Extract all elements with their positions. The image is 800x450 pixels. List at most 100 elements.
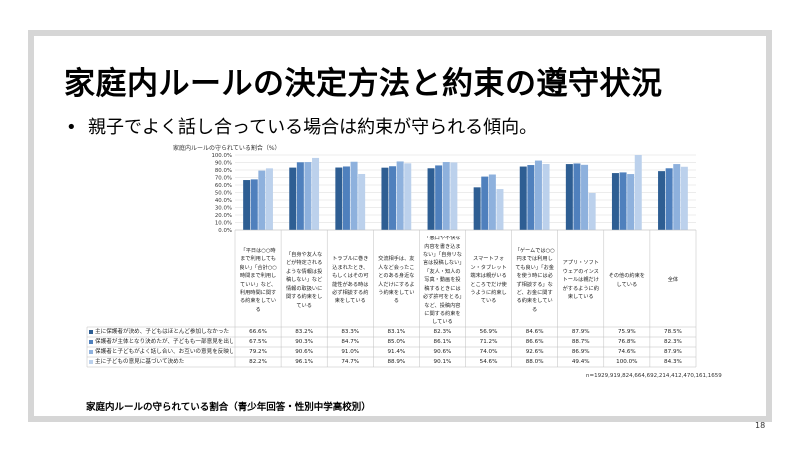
data-label: 92.6% — [525, 348, 544, 355]
bar — [619, 172, 627, 230]
legend-swatch — [89, 360, 93, 364]
bar — [289, 167, 297, 230]
category-label: 「悪口や不快な内容を書き込まない」「自身リな言は投稿しない」「友人・知人の写真・… — [422, 236, 462, 325]
category-label: 交流相手は、友人など会ったことのある身近な人だけにするよう約束をしている — [378, 256, 415, 305]
data-label: 83.3% — [341, 328, 360, 335]
bar — [396, 161, 404, 230]
y-tick-label: 80.0% — [215, 168, 232, 174]
page-number: 18 — [755, 421, 766, 430]
data-label: 76.8% — [617, 338, 636, 345]
y-tick-label: 90.0% — [215, 161, 232, 167]
data-label: 78.5% — [664, 328, 682, 335]
bar — [442, 162, 450, 230]
category-label: アプリ・ソフトウェアのインストールは親だけがするように約束している — [562, 260, 599, 301]
data-label: 71.2% — [479, 338, 498, 345]
data-label: 90.3% — [295, 338, 314, 345]
data-label: 49.4% — [571, 358, 590, 365]
bar — [404, 163, 412, 230]
bar — [634, 155, 642, 230]
data-label: 96.1% — [295, 358, 314, 365]
data-label: 74.0% — [479, 348, 498, 355]
bar — [389, 166, 397, 230]
bar — [496, 189, 504, 230]
data-label: 86.6% — [525, 338, 544, 345]
y-tick-label: 70.0% — [215, 176, 232, 182]
bar — [542, 164, 550, 230]
data-label: 74.6% — [617, 348, 636, 355]
category-label: 全体 — [667, 277, 679, 284]
bullet-dot-icon: • — [66, 117, 77, 138]
bar — [296, 162, 304, 230]
data-label: 100.0% — [616, 358, 638, 365]
bar — [335, 167, 343, 230]
sample-size-note: n=1929,919,824,664,692,214,412,470,161,1… — [586, 373, 722, 379]
chart-title: 家庭内ルールの守られている割合（%） — [173, 145, 281, 152]
data-label: 86.9% — [571, 348, 590, 355]
data-label: 84.7% — [341, 338, 360, 345]
data-label: 82.3% — [664, 338, 682, 345]
legend-entry: 保護者と子どもがよく話し合い、お互いの意見を反映して決めた — [95, 348, 233, 355]
bar — [581, 164, 589, 230]
bar — [243, 180, 251, 230]
bar — [258, 170, 266, 230]
y-tick-label: 10.0% — [215, 221, 232, 227]
data-label: 91.4% — [387, 348, 406, 355]
bar — [350, 161, 358, 230]
bar — [304, 162, 312, 230]
data-label: 83.1% — [387, 328, 406, 335]
bar — [673, 164, 681, 230]
bar — [588, 192, 596, 230]
bar — [342, 166, 350, 230]
bar — [312, 157, 320, 230]
bar — [250, 179, 258, 230]
data-label: 79.2% — [249, 348, 267, 355]
y-tick-label: 30.0% — [215, 206, 232, 212]
data-label: 90.1% — [433, 358, 452, 365]
data-label: 87.9% — [571, 328, 590, 335]
bar — [473, 187, 481, 230]
bullet-text: 親子でよく話し合っている場合は約束が守られる傾向。 — [88, 117, 538, 138]
data-label: 84.6% — [525, 328, 544, 335]
data-label: 90.6% — [433, 348, 452, 355]
y-tick-label: 40.0% — [215, 198, 232, 204]
data-label: 75.9% — [617, 328, 636, 335]
data-label: 88.7% — [571, 338, 590, 345]
category-label: トラブルに巻き込まれたとき、もしくはその可能性がある時は必ず相談する約束をしてい… — [332, 256, 369, 305]
data-label: 91.0% — [341, 348, 360, 355]
bar — [265, 168, 273, 230]
bar — [627, 174, 635, 230]
data-label: 82.2% — [249, 358, 267, 365]
chart-caption: 家庭内ルールの守られている割合（青少年回答・性別中学高校別） — [86, 402, 371, 413]
y-tick-label: 100.0% — [211, 153, 232, 159]
y-tick-label: 0.0% — [218, 228, 232, 234]
data-label: 85.0% — [387, 338, 406, 345]
bar — [358, 173, 366, 230]
data-label: 83.2% — [295, 328, 314, 335]
y-tick-label: 50.0% — [215, 191, 232, 197]
bar — [680, 166, 688, 230]
category-label: 「自身や友人などが特定されるような情報は投稿しない」など情報の取扱いに関する約束… — [285, 252, 323, 309]
legend-swatch — [89, 340, 93, 344]
slide-title: 家庭内ルールの決定方法と約束の遵守状況 — [64, 66, 663, 102]
slide-frame — [28, 30, 772, 422]
bar — [658, 171, 666, 230]
bar — [665, 168, 673, 230]
data-label: 86.1% — [433, 338, 452, 345]
legend-entry: 保護者が主体となり決めたが、子どもも一部意見を出した — [95, 338, 233, 345]
legend-entry: 主に保護者が決め、子どもはほとんど参加しなかった — [95, 328, 230, 335]
bar — [450, 162, 458, 230]
y-tick-label: 60.0% — [215, 183, 232, 189]
data-label: 56.9% — [479, 328, 498, 335]
data-label: 87.9% — [664, 348, 682, 355]
category-label: 「ゲームでは○○円までは利用しても良い」「お金を使う時には必ず相談する」など、お… — [514, 247, 555, 313]
bar — [519, 166, 527, 230]
data-label: 82.3% — [433, 328, 452, 335]
data-label: 88.9% — [387, 358, 406, 365]
data-label: 66.6% — [249, 328, 267, 335]
bar — [527, 165, 535, 230]
bar — [381, 167, 389, 230]
legend-entry: 主に子どもの意見に基づいて決めた — [95, 358, 185, 365]
bar — [481, 176, 489, 230]
